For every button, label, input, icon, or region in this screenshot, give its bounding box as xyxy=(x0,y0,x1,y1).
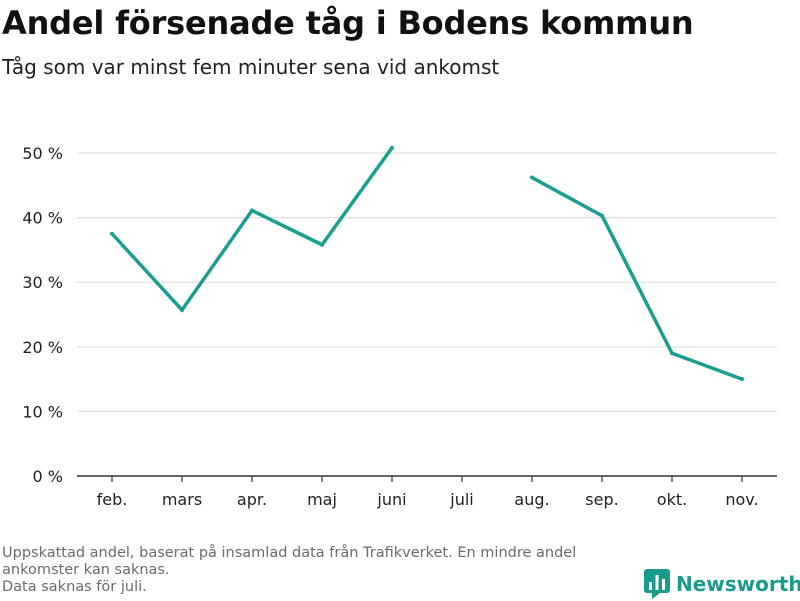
y-tick-label: 40 % xyxy=(22,209,63,228)
series-lines xyxy=(110,145,744,382)
y-tick-label: 10 % xyxy=(22,402,63,421)
chart-title: Andel försenade tåg i Bodens kommun xyxy=(2,4,694,42)
data-point xyxy=(670,351,674,356)
series-line-segment xyxy=(110,146,394,313)
x-tick-label: juni xyxy=(376,490,406,509)
source-note: Uppskattad andel, baserat på insamlad da… xyxy=(2,545,577,578)
y-tick-label: 20 % xyxy=(22,338,63,357)
series-line-segment xyxy=(531,176,743,381)
x-tick-label: mars xyxy=(162,490,202,509)
gridlines xyxy=(77,152,777,412)
y-tick-label: 30 % xyxy=(22,273,63,292)
data-point xyxy=(180,307,184,312)
x-tick-label: nov. xyxy=(725,490,758,509)
newsworthy-bar-chart-icon xyxy=(644,569,670,599)
brand-name: Newsworthy xyxy=(676,572,800,596)
x-tick-label: apr. xyxy=(237,490,267,509)
y-tick-label: 50 % xyxy=(22,144,63,163)
data-point xyxy=(530,175,534,180)
data-point xyxy=(600,213,604,218)
data-point xyxy=(250,208,254,213)
y-tick-label: 0 % xyxy=(33,467,63,486)
chart-subtitle: Tåg som var minst fem minuter sena vid a… xyxy=(2,55,500,79)
data-point xyxy=(740,377,744,382)
line-chart: 0 % 10 % 20 % 30 % 40 % 50 % feb. mars apr. maj j… xyxy=(22,144,777,509)
x-tick-label: maj xyxy=(307,490,337,509)
x-axis-ticks: feb. mars apr. maj juni juli aug. sep. okt. nov. xyxy=(97,476,759,509)
missing-data-note: Data saknas för juli. xyxy=(2,579,147,595)
y-axis-ticks: 0 % 10 % 20 % 30 % 40 % 50 % xyxy=(22,144,63,486)
x-tick-label: sep. xyxy=(585,490,618,509)
x-tick-label: okt. xyxy=(657,490,687,509)
x-tick-label: juli xyxy=(449,490,473,509)
newsworthy-logo: Newsworthy xyxy=(644,567,800,601)
data-point xyxy=(390,145,394,150)
x-tick-label: aug. xyxy=(514,490,549,509)
data-point xyxy=(110,231,114,236)
data-point xyxy=(320,242,324,247)
x-tick-label: feb. xyxy=(97,490,128,509)
